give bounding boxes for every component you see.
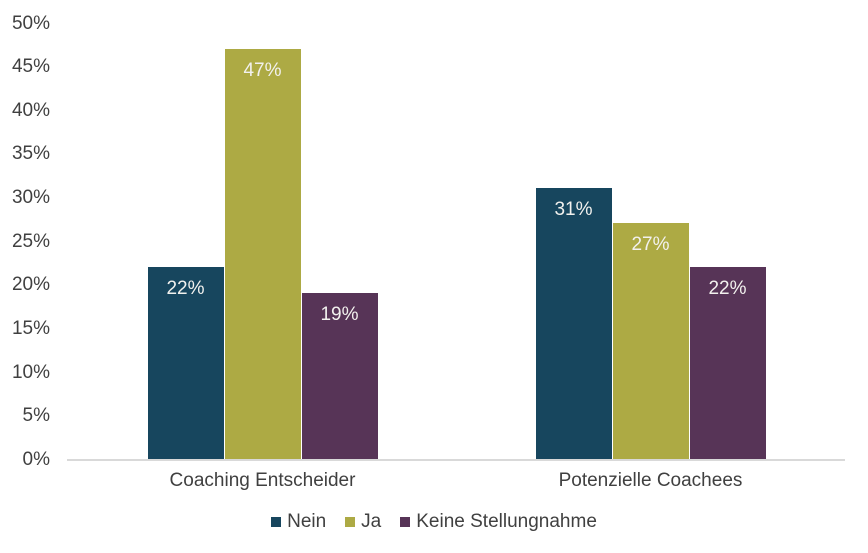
y-axis-tick-label: 40% bbox=[11, 99, 50, 121]
legend-label: Keine Stellungnahme bbox=[416, 511, 597, 532]
bar-value-label: 47% bbox=[243, 59, 282, 81]
y-axis-tick-label: 30% bbox=[11, 187, 50, 209]
y-axis-tick-label: 15% bbox=[11, 318, 50, 340]
y-axis-tick-label: 45% bbox=[11, 56, 50, 78]
bar-potenzielle-coachees-nein: 31% bbox=[535, 188, 612, 459]
bar-potenzielle-coachees-keine-stellungnahme: 22% bbox=[689, 266, 766, 459]
y-axis-tick-label: 50% bbox=[11, 12, 50, 34]
legend-item-nein: Nein bbox=[271, 511, 326, 533]
bar-coaching-entscheider-keine-stellungnahme: 19% bbox=[301, 293, 378, 459]
legend-item-ja: Ja bbox=[345, 511, 381, 533]
bar-value-label: 22% bbox=[166, 277, 205, 299]
legend: Nein Ja Keine Stellungnahme bbox=[0, 511, 868, 533]
bar-value-label: 19% bbox=[320, 304, 359, 326]
legend-item-keine-stellungnahme: Keine Stellungnahme bbox=[400, 511, 597, 533]
y-axis-tick-label: 35% bbox=[11, 143, 50, 165]
y-axis-tick-label: 10% bbox=[11, 361, 50, 383]
bar-value-label: 31% bbox=[554, 199, 593, 221]
category-label-coaching-entscheider: Coaching Entscheider bbox=[169, 470, 356, 491]
y-axis-tick-label: 20% bbox=[11, 274, 50, 296]
legend-swatch-icon bbox=[345, 517, 356, 527]
bar-value-label: 22% bbox=[708, 277, 747, 299]
legend-swatch-icon bbox=[271, 517, 282, 527]
y-axis-tick-label: 0% bbox=[22, 449, 50, 470]
bar-value-label: 27% bbox=[631, 234, 670, 256]
legend-swatch-icon bbox=[400, 517, 411, 527]
bar-coaching-entscheider-ja: 47% bbox=[224, 48, 301, 459]
legend-label: Nein bbox=[287, 511, 327, 532]
bar-coaching-entscheider-nein: 22% bbox=[147, 266, 224, 459]
bar-potenzielle-coachees-ja: 27% bbox=[612, 223, 689, 459]
x-axis-line bbox=[67, 459, 845, 461]
category-label-potenzielle-coachees: Potenzielle Coachees bbox=[558, 470, 743, 491]
y-axis-tick-label: 5% bbox=[22, 405, 50, 427]
legend-label: Ja bbox=[361, 511, 382, 532]
y-axis-tick-label: 25% bbox=[11, 230, 50, 252]
